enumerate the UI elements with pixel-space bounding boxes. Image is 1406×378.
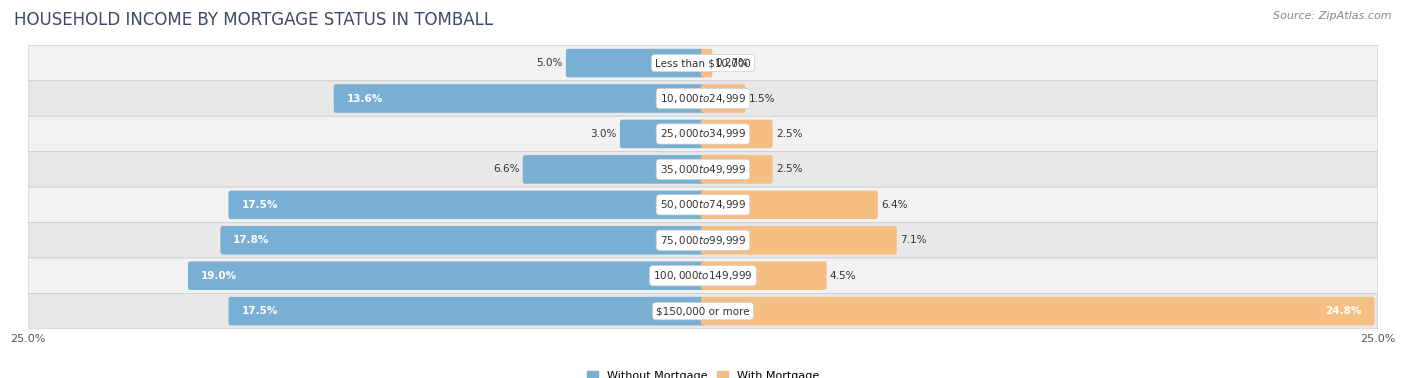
FancyBboxPatch shape xyxy=(702,120,772,148)
Text: $150,000 or more: $150,000 or more xyxy=(657,306,749,316)
Text: 4.5%: 4.5% xyxy=(830,271,856,281)
Text: 17.8%: 17.8% xyxy=(233,235,270,245)
Text: 3.0%: 3.0% xyxy=(591,129,617,139)
Text: 17.5%: 17.5% xyxy=(242,306,278,316)
FancyBboxPatch shape xyxy=(28,45,1378,81)
Text: 7.1%: 7.1% xyxy=(900,235,927,245)
Text: 0.27%: 0.27% xyxy=(716,58,748,68)
Text: $100,000 to $149,999: $100,000 to $149,999 xyxy=(654,269,752,282)
FancyBboxPatch shape xyxy=(567,49,704,77)
FancyBboxPatch shape xyxy=(28,223,1378,258)
Text: 19.0%: 19.0% xyxy=(201,271,238,281)
Text: 1.5%: 1.5% xyxy=(749,93,775,104)
Text: 13.6%: 13.6% xyxy=(347,93,382,104)
Text: Source: ZipAtlas.com: Source: ZipAtlas.com xyxy=(1274,11,1392,21)
Text: 2.5%: 2.5% xyxy=(776,129,803,139)
FancyBboxPatch shape xyxy=(28,81,1378,116)
Text: 6.4%: 6.4% xyxy=(882,200,908,210)
FancyBboxPatch shape xyxy=(28,116,1378,152)
FancyBboxPatch shape xyxy=(523,155,704,184)
FancyBboxPatch shape xyxy=(702,191,877,219)
Text: HOUSEHOLD INCOME BY MORTGAGE STATUS IN TOMBALL: HOUSEHOLD INCOME BY MORTGAGE STATUS IN T… xyxy=(14,11,494,29)
FancyBboxPatch shape xyxy=(28,258,1378,293)
FancyBboxPatch shape xyxy=(702,297,1375,325)
Text: $35,000 to $49,999: $35,000 to $49,999 xyxy=(659,163,747,176)
FancyBboxPatch shape xyxy=(28,152,1378,187)
Text: $50,000 to $74,999: $50,000 to $74,999 xyxy=(659,198,747,211)
Text: $10,000 to $24,999: $10,000 to $24,999 xyxy=(659,92,747,105)
Text: Less than $10,000: Less than $10,000 xyxy=(655,58,751,68)
Text: 5.0%: 5.0% xyxy=(536,58,562,68)
FancyBboxPatch shape xyxy=(28,293,1378,329)
FancyBboxPatch shape xyxy=(221,226,704,254)
Text: 2.5%: 2.5% xyxy=(776,164,803,174)
FancyBboxPatch shape xyxy=(620,120,704,148)
Text: 6.6%: 6.6% xyxy=(494,164,519,174)
FancyBboxPatch shape xyxy=(229,191,704,219)
FancyBboxPatch shape xyxy=(188,262,704,290)
FancyBboxPatch shape xyxy=(702,226,897,254)
Text: 17.5%: 17.5% xyxy=(242,200,278,210)
FancyBboxPatch shape xyxy=(702,155,772,184)
FancyBboxPatch shape xyxy=(229,297,704,325)
FancyBboxPatch shape xyxy=(28,187,1378,223)
FancyBboxPatch shape xyxy=(333,84,704,113)
Text: $25,000 to $34,999: $25,000 to $34,999 xyxy=(659,127,747,141)
Text: 24.8%: 24.8% xyxy=(1326,306,1361,316)
FancyBboxPatch shape xyxy=(702,262,827,290)
FancyBboxPatch shape xyxy=(702,84,745,113)
Legend: Without Mortgage, With Mortgage: Without Mortgage, With Mortgage xyxy=(582,367,824,378)
Text: $75,000 to $99,999: $75,000 to $99,999 xyxy=(659,234,747,247)
FancyBboxPatch shape xyxy=(702,49,713,77)
